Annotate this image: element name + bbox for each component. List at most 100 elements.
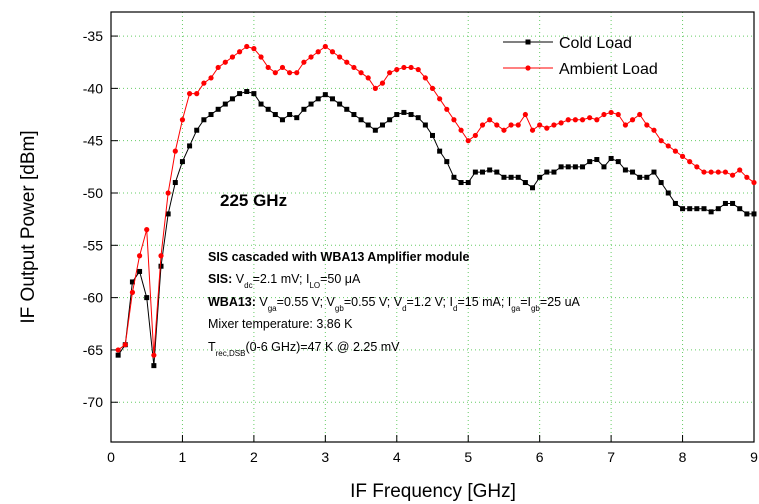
- marker: [665, 143, 671, 149]
- x-tick-label: 3: [321, 449, 329, 465]
- marker: [372, 85, 378, 91]
- y-tick-label: -45: [83, 133, 103, 149]
- marker: [687, 159, 693, 165]
- marker: [437, 148, 443, 154]
- annotation-run: T: [208, 340, 216, 354]
- marker: [644, 174, 650, 180]
- marker: [551, 169, 557, 175]
- band-label: 225 GHz: [220, 191, 287, 210]
- annotation-run: V: [232, 272, 244, 286]
- marker: [322, 43, 328, 50]
- marker: [237, 91, 243, 97]
- marker: [715, 169, 721, 175]
- marker: [687, 206, 693, 212]
- marker: [472, 132, 478, 139]
- marker: [115, 352, 121, 358]
- marker: [522, 111, 528, 118]
- marker: [458, 180, 464, 186]
- marker: [337, 101, 343, 107]
- marker: [179, 159, 185, 165]
- x-tick-label: 4: [393, 449, 401, 465]
- annotation-run: =15 mA; I: [457, 295, 511, 309]
- y-tick-label: -60: [83, 290, 103, 306]
- marker: [594, 157, 600, 163]
- marker: [144, 227, 150, 233]
- marker: [558, 164, 564, 170]
- annotation-run: ga: [268, 304, 277, 313]
- marker: [551, 122, 557, 128]
- marker: [401, 64, 407, 71]
- marker: [579, 117, 586, 123]
- annotation-run: WBA13:: [208, 295, 256, 309]
- marker: [529, 127, 536, 133]
- marker: [751, 211, 757, 217]
- marker: [315, 96, 321, 102]
- marker: [587, 159, 593, 165]
- plot-frame: [110, 11, 755, 443]
- marker: [444, 159, 450, 165]
- marker: [294, 115, 300, 121]
- annotation: Mixer temperature: 3.86 K: [208, 317, 353, 331]
- marker: [437, 96, 443, 102]
- marker: [658, 138, 664, 144]
- marker: [351, 112, 357, 118]
- marker: [558, 120, 564, 126]
- marker: [744, 211, 750, 217]
- marker: [637, 111, 643, 118]
- marker: [301, 59, 307, 65]
- marker: [129, 279, 135, 285]
- marker: [358, 70, 364, 76]
- annotation-run: rec,DSB: [216, 349, 246, 358]
- marker: [229, 96, 235, 102]
- marker: [201, 117, 207, 123]
- marker: [651, 169, 657, 175]
- marker: [158, 253, 164, 259]
- marker: [629, 117, 636, 123]
- marker: [372, 127, 378, 133]
- annotation: SIS: Vdc=2.1 mV; ILO=50 μA: [208, 272, 361, 290]
- marker: [365, 122, 371, 128]
- marker: [701, 169, 707, 175]
- marker: [215, 106, 221, 112]
- annotation-run: =25 uA: [540, 295, 581, 309]
- marker: [251, 91, 257, 97]
- marker: [544, 125, 550, 131]
- marker: [129, 289, 136, 295]
- marker: [501, 127, 507, 133]
- marker: [251, 46, 257, 52]
- marker: [186, 91, 193, 97]
- marker: [229, 54, 236, 60]
- marker: [430, 132, 435, 138]
- marker: [515, 174, 521, 180]
- marker: [737, 167, 743, 173]
- marker: [237, 49, 243, 55]
- annotation-run: gb: [335, 304, 344, 313]
- marker: [487, 167, 493, 173]
- annotation: Trec,DSB(0-6 GHz)=47 K @ 2.25 mV: [208, 340, 400, 358]
- marker: [729, 172, 736, 178]
- y-tick-label: -65: [83, 342, 103, 358]
- marker: [530, 185, 536, 191]
- marker: [244, 43, 250, 50]
- marker: [679, 153, 686, 159]
- marker: [451, 117, 457, 123]
- annotation-run: =0.55 V; V: [344, 295, 403, 309]
- marker: [429, 85, 436, 91]
- annotation-run: SIS:: [208, 272, 232, 286]
- legend-label: Cold Load: [559, 35, 632, 52]
- annotation-run: =2.1 mV; I: [253, 272, 310, 286]
- marker: [244, 89, 250, 95]
- marker: [265, 106, 271, 112]
- legend-marker: [525, 39, 531, 45]
- marker: [572, 117, 578, 123]
- marker: [680, 206, 686, 212]
- marker: [151, 363, 157, 369]
- annotation-run: =0.55 V; V: [277, 295, 336, 309]
- annotation-run: V: [256, 295, 268, 309]
- marker: [751, 179, 757, 186]
- marker: [137, 268, 143, 274]
- annotation-run: d: [402, 304, 406, 313]
- marker: [172, 180, 178, 186]
- marker: [287, 70, 293, 76]
- marker: [494, 169, 500, 175]
